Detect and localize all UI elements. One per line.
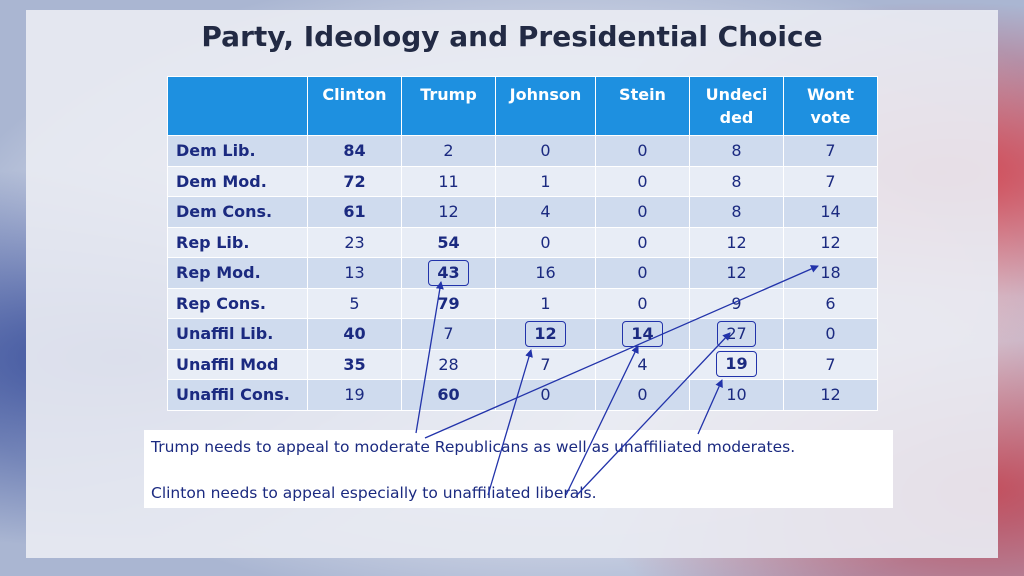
table-row: Unaffil Cons. 19 60 0 0 10 12 [167,379,878,411]
row-label: Rep Lib. [167,226,308,258]
header-cell: Undeci ded [689,76,784,136]
table-row: Dem Mod. 72 11 1 0 8 7 [167,165,878,197]
row-label: Unaffil Lib. [167,318,308,350]
table-cell: 8 [689,165,784,197]
table-cell: 11 [401,165,496,197]
table-cell: 6 [783,287,878,319]
table-cell: 23 [307,226,402,258]
header-cell: Trump [401,76,496,136]
table-cell: 12 [689,257,784,289]
results-table: Clinton Trump Johnson Stein Undeci ded W… [167,76,878,411]
row-label: Dem Cons. [167,196,308,228]
table-cell: 43 [401,257,496,289]
table-cell: 7 [783,165,878,197]
header-cell: Clinton [307,76,402,136]
table-cell: 7 [783,135,878,167]
table-cell: 40 [307,318,402,350]
header-cell: Johnson [495,76,596,136]
highlight-box: 19 [716,351,757,378]
table-cell: 84 [307,135,402,167]
table-cell: 1 [495,165,596,197]
table-cell: 16 [495,257,596,289]
notes-box: Trump needs to appeal to moderate Republ… [144,430,893,508]
table-cell: 10 [689,379,784,411]
table-cell: 2 [401,135,496,167]
table-row: Unaffil Lib. 40 7 12 14 27 0 [167,318,878,350]
header-cell [167,76,308,136]
table-cell: 0 [495,379,596,411]
table-row: Rep Lib. 23 54 0 0 12 12 [167,226,878,258]
table-cell: 0 [595,379,690,411]
table-cell: 0 [595,135,690,167]
table-cell: 4 [595,348,690,380]
table-cell: 61 [307,196,402,228]
table-cell: 18 [783,257,878,289]
highlight-box: 12 [525,320,566,347]
table-cell: 19 [689,348,784,380]
table-cell: 7 [495,348,596,380]
table-cell: 0 [783,318,878,350]
note-clinton: Clinton needs to appeal especially to un… [151,484,597,502]
slide-title: Party, Ideology and Presidential Choice [201,20,823,53]
table-cell: 72 [307,165,402,197]
highlight-box: 43 [428,259,469,286]
header-cell: Stein [595,76,690,136]
row-label: Rep Mod. [167,257,308,289]
table-row: Dem Cons. 61 12 4 0 8 14 [167,196,878,228]
table-cell: 0 [595,287,690,319]
table-cell: 8 [689,196,784,228]
table-cell: 79 [401,287,496,319]
table-row: Rep Cons. 5 79 1 0 9 6 [167,287,878,319]
table-cell: 0 [595,257,690,289]
table-cell: 0 [495,135,596,167]
table-cell: 12 [689,226,784,258]
table-cell: 12 [401,196,496,228]
table-cell: 4 [495,196,596,228]
table-cell: 19 [307,379,402,411]
table-cell: 0 [595,226,690,258]
note-trump: Trump needs to appeal to moderate Republ… [151,438,796,456]
table-row: Rep Mod. 13 43 16 0 12 18 [167,257,878,289]
table-cell: 27 [689,318,784,350]
table-cell: 8 [689,135,784,167]
table-cell: 0 [495,226,596,258]
table-cell: 12 [783,226,878,258]
table-row: Dem Lib. 84 2 0 0 8 7 [167,135,878,167]
table-cell: 54 [401,226,496,258]
row-label: Dem Mod. [167,165,308,197]
table-cell: 0 [595,196,690,228]
table-cell: 14 [783,196,878,228]
highlight-box: 14 [622,320,663,347]
table-cell: 13 [307,257,402,289]
row-label: Dem Lib. [167,135,308,167]
table-cell: 28 [401,348,496,380]
table-cell: 14 [595,318,690,350]
table-cell: 9 [689,287,784,319]
header-cell: Wont vote [783,76,878,136]
table-row: Unaffil Mod 35 28 7 4 19 7 [167,348,878,380]
row-label: Rep Cons. [167,287,308,319]
table-cell: 7 [401,318,496,350]
table-cell: 5 [307,287,402,319]
row-label: Unaffil Mod [167,348,308,380]
table-cell: 12 [495,318,596,350]
table-cell: 12 [783,379,878,411]
table-cell: 1 [495,287,596,319]
table-cell: 7 [783,348,878,380]
table-cell: 35 [307,348,402,380]
row-label: Unaffil Cons. [167,379,308,411]
table-cell: 0 [595,165,690,197]
table-cell: 60 [401,379,496,411]
table-header-row: Clinton Trump Johnson Stein Undeci ded W… [167,76,878,136]
highlight-box: 27 [717,320,756,347]
